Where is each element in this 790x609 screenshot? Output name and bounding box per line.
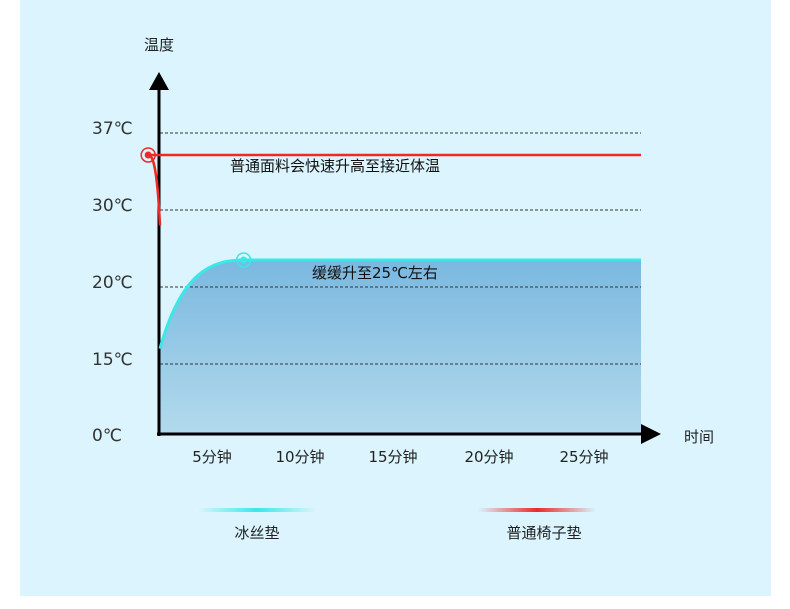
regular-mat-annotation: 普通面料会快速升高至接近体温	[230, 157, 440, 175]
x-tick-label: 15分钟	[368, 448, 417, 466]
ice-mat-line	[158, 258, 641, 350]
x-tick-label: 25分钟	[559, 448, 608, 466]
x-tick-label: 10分钟	[275, 448, 324, 466]
regular-mat-marker	[140, 147, 156, 163]
legend-swatch-regular-mat	[478, 508, 596, 512]
y-tick-label: 0℃	[92, 426, 122, 446]
ice-mat-area	[160, 260, 641, 434]
y-axis-arrow	[149, 72, 169, 90]
y-tick-label: 15℃	[92, 350, 133, 370]
legend-label-regular-mat: 普通椅子垫	[506, 524, 581, 542]
ice-mat-marker	[235, 252, 252, 268]
y-axis-label: 温度	[144, 36, 174, 54]
x-tick-label: 5分钟	[192, 448, 232, 466]
x-tick-label: 20分钟	[464, 448, 513, 466]
legend-swatch-ice-mat	[198, 508, 316, 512]
y-tick-label: 30℃	[92, 196, 133, 216]
ice-mat-annotation: 缓缓升至25℃左右	[312, 264, 438, 282]
y-tick-label: 20℃	[92, 273, 133, 293]
legend-label-ice-mat: 冰丝垫	[234, 524, 279, 542]
x-axis-label: 时间	[684, 428, 714, 446]
legend: 冰丝垫 普通椅子垫	[198, 508, 596, 542]
x-axis-arrow	[641, 424, 661, 444]
y-tick-label: 37℃	[92, 119, 133, 139]
